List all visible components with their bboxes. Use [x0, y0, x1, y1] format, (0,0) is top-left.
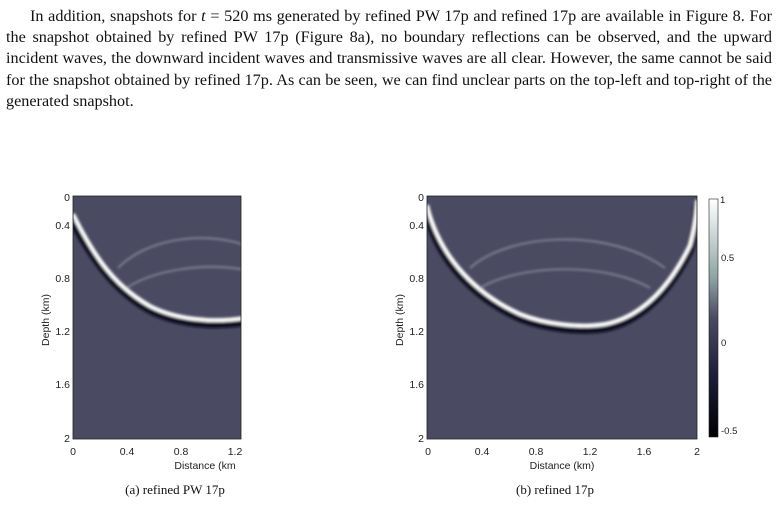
ytick-label: 0.4	[409, 220, 424, 232]
panel-b	[426, 195, 698, 440]
xtick-label: 1.6	[637, 446, 652, 458]
ytick-label: 1.6	[409, 379, 424, 391]
ytick-label: 0	[64, 192, 70, 204]
ytick-label: 1.6	[55, 379, 70, 391]
panel-b-yticks: 0 0.4 0.8 1.2 1.6 2	[409, 192, 424, 445]
ytick-label: 1.2	[55, 326, 70, 338]
body-paragraph: In addition, snapshots for t = 520 ms ge…	[6, 7, 772, 110]
xtick-label: 2	[694, 446, 700, 458]
colorbar-ticks: 1 0.5 0 -0.5	[720, 195, 737, 437]
xtick-label: 1.2	[228, 446, 243, 458]
xtick-label: 0.8	[529, 446, 544, 458]
colorbar-tick: 0	[721, 338, 726, 349]
panel-b-xlabel: Distance (km)	[530, 460, 595, 472]
panel-b-field	[427, 196, 697, 439]
colorbar-tick: 1	[720, 195, 725, 206]
xtick-label: 0	[70, 446, 76, 458]
colorbar-tick: 0.5	[721, 253, 734, 264]
colorbar-tick: -0.5	[721, 426, 737, 437]
ytick-label: 1.2	[409, 326, 424, 338]
ytick-label: 0.8	[55, 273, 70, 285]
panel-b-xticks: 0 0.4 0.8 1.2 1.6 2	[425, 446, 700, 458]
panel-a-xlabel: Distance (km	[174, 460, 236, 472]
caption-b: (b) refined 17p	[516, 482, 594, 497]
panel-a-xticks: 0 0.4 0.8 1.2	[70, 446, 242, 458]
panel-b-wavefronts	[427, 199, 697, 334]
colorbar	[708, 198, 719, 438]
xtick-label: 0	[425, 446, 431, 458]
caption-a: (a) refined PW 17p	[125, 482, 225, 497]
xtick-label: 0.4	[475, 446, 490, 458]
ytick-label: 0	[418, 192, 424, 204]
ytick-label: 0.4	[55, 220, 70, 232]
panel-a-wavefronts	[73, 213, 241, 329]
panel-b-ylabel: Depth (km)	[394, 294, 406, 346]
colorbar-gradient	[708, 198, 719, 438]
panel-a	[72, 195, 242, 440]
panel-a-yticks: 0 0.4 0.8 1.2 1.6 2	[55, 192, 70, 445]
panel-a-ylabel: Depth (km)	[40, 294, 52, 346]
xtick-label: 0.8	[174, 446, 189, 458]
ytick-label: 0.8	[409, 273, 424, 285]
ytick-label: 2	[418, 433, 424, 445]
xtick-label: 1.2	[583, 446, 598, 458]
xtick-label: 0.4	[120, 446, 135, 458]
ytick-label: 2	[64, 433, 70, 445]
